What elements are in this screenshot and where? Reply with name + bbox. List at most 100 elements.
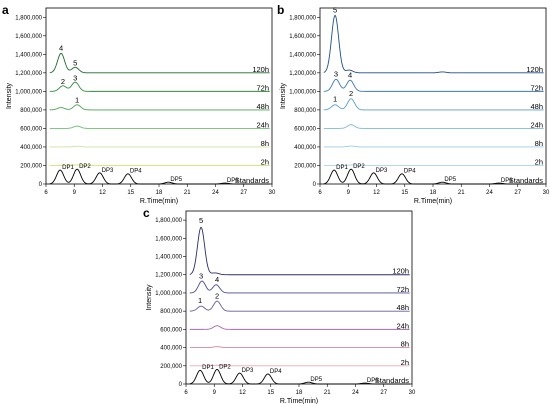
y-tick-label: 0 bbox=[39, 182, 43, 188]
trace-label: 48h bbox=[256, 102, 269, 111]
trace-line bbox=[189, 226, 410, 276]
trace-label: 72h bbox=[256, 83, 269, 92]
y-tick-label: 1,400,000 bbox=[155, 255, 182, 261]
x-axis-label: R.Time(min) bbox=[280, 398, 318, 404]
trace-label: Standards bbox=[375, 376, 409, 385]
dp-label: DP5 bbox=[310, 377, 322, 383]
x-tick-label: 24 bbox=[352, 390, 359, 396]
peak-label: 2 bbox=[349, 89, 353, 98]
trace-line bbox=[49, 52, 270, 74]
trace-label: 72h bbox=[396, 285, 409, 294]
x-tick-label: 15 bbox=[401, 190, 408, 196]
trace-line bbox=[189, 346, 410, 349]
panel-b: b 0 200,000 400,000 600,000 800,000 1,000,000 1… bbox=[277, 3, 550, 205]
x-tick-label: 6 bbox=[184, 390, 188, 396]
y-tick-label: 1,400,000 bbox=[15, 52, 42, 58]
trace-line bbox=[189, 368, 410, 385]
dp-label: DP4 bbox=[270, 369, 282, 375]
dp-label: DP3 bbox=[376, 168, 388, 174]
x-tick-label: 27 bbox=[240, 190, 247, 196]
x-tick-label: 12 bbox=[239, 390, 246, 396]
y-tick-label: 200,000 bbox=[20, 163, 42, 169]
trace-line bbox=[323, 14, 544, 74]
x-tick-label: 27 bbox=[380, 390, 387, 396]
trace-line bbox=[189, 325, 410, 330]
x-tick-label: 15 bbox=[127, 190, 134, 196]
trace-line bbox=[189, 364, 410, 367]
x-tick-label: 27 bbox=[514, 190, 521, 196]
panel-c: c 0 200,000 400,000 600,000 800,000 1,000,000 1… bbox=[143, 206, 416, 404]
dp-label: DP6 bbox=[227, 178, 239, 184]
dp-label: DP5 bbox=[444, 177, 456, 183]
x-tick-label: 12 bbox=[99, 190, 106, 196]
panel-letter: b bbox=[277, 3, 284, 17]
dp-label: DP4 bbox=[130, 169, 142, 175]
dp-label: DP5 bbox=[170, 177, 182, 183]
peak-label: 3 bbox=[334, 70, 338, 79]
trace-label: 24h bbox=[256, 120, 269, 129]
trace-label: 24h bbox=[530, 120, 543, 129]
x-tick-label: 6 bbox=[318, 190, 322, 196]
x-tick-label: 30 bbox=[543, 190, 550, 196]
y-tick-label: 1,200,000 bbox=[15, 71, 42, 77]
trace-line bbox=[49, 145, 270, 148]
x-tick-label: 9 bbox=[213, 390, 217, 396]
x-tick-label: 6 bbox=[44, 190, 48, 196]
peak-label: 2 bbox=[215, 291, 219, 300]
plot-frame bbox=[45, 7, 273, 185]
y-tick-label: 1,000,000 bbox=[289, 89, 316, 95]
trace-line bbox=[323, 124, 544, 129]
trace-label: Standards bbox=[235, 176, 269, 185]
peak-label: 4 bbox=[348, 70, 352, 79]
panel-letter: a bbox=[2, 3, 9, 17]
x-tick-label: 18 bbox=[156, 190, 163, 196]
y-tick-label: 800,000 bbox=[20, 108, 42, 114]
y-tick-label: 600,000 bbox=[20, 126, 42, 132]
y-tick-label: 400,000 bbox=[160, 346, 182, 352]
x-tick-label: 24 bbox=[212, 190, 219, 196]
y-tick-label: 1,200,000 bbox=[289, 71, 316, 77]
y-axis-label: Intensity bbox=[146, 284, 153, 311]
trace-label: 2h bbox=[261, 157, 269, 166]
dp-label: DP6 bbox=[501, 178, 513, 184]
trace-label: 48h bbox=[396, 303, 409, 312]
x-tick-label: 21 bbox=[458, 190, 465, 196]
y-axis-label: Intensity bbox=[6, 82, 13, 109]
trace-line bbox=[49, 104, 270, 111]
y-tick-label: 1,600,000 bbox=[155, 236, 182, 242]
x-tick-label: 30 bbox=[269, 190, 276, 196]
x-axis-label: R.Time(min) bbox=[140, 198, 178, 205]
x-tick-label: 9 bbox=[347, 190, 351, 196]
dp-label: DP3 bbox=[102, 168, 114, 174]
trace-label: 8h bbox=[535, 139, 543, 148]
x-tick-label: 21 bbox=[324, 390, 331, 396]
trace-label: Standards bbox=[509, 176, 543, 185]
peak-label: 1 bbox=[333, 95, 337, 104]
dp-label: DP2 bbox=[353, 164, 365, 170]
trace-label: 24h bbox=[396, 321, 409, 330]
panel-a: a 0 200,000 400,000 600,000 800,000 1,000,000 1… bbox=[2, 3, 276, 205]
peak-label: 3 bbox=[199, 271, 203, 280]
y-tick-label: 200,000 bbox=[294, 163, 316, 169]
panel-letter: c bbox=[143, 206, 150, 220]
trace-label: 2h bbox=[535, 157, 543, 166]
trace-line bbox=[49, 81, 270, 92]
peak-label: 3 bbox=[73, 73, 77, 82]
y-tick-label: 400,000 bbox=[20, 145, 42, 151]
y-tick-label: 0 bbox=[313, 182, 317, 188]
peak-label: 1 bbox=[75, 95, 79, 104]
trace-label: 120h bbox=[392, 267, 409, 276]
y-tick-label: 600,000 bbox=[294, 126, 316, 132]
trace-label: 120h bbox=[252, 65, 269, 74]
trace-label: 120h bbox=[526, 65, 543, 74]
trace-line bbox=[323, 164, 544, 166]
trace-line bbox=[189, 300, 410, 312]
y-tick-label: 1,600,000 bbox=[289, 34, 316, 40]
x-tick-label: 24 bbox=[486, 190, 493, 196]
y-tick-label: 1,600,000 bbox=[15, 34, 42, 40]
x-axis-label: R.Time(min) bbox=[414, 198, 452, 205]
trace-label: 48h bbox=[530, 102, 543, 111]
x-tick-label: 30 bbox=[409, 390, 416, 396]
x-tick-label: 21 bbox=[184, 190, 191, 196]
